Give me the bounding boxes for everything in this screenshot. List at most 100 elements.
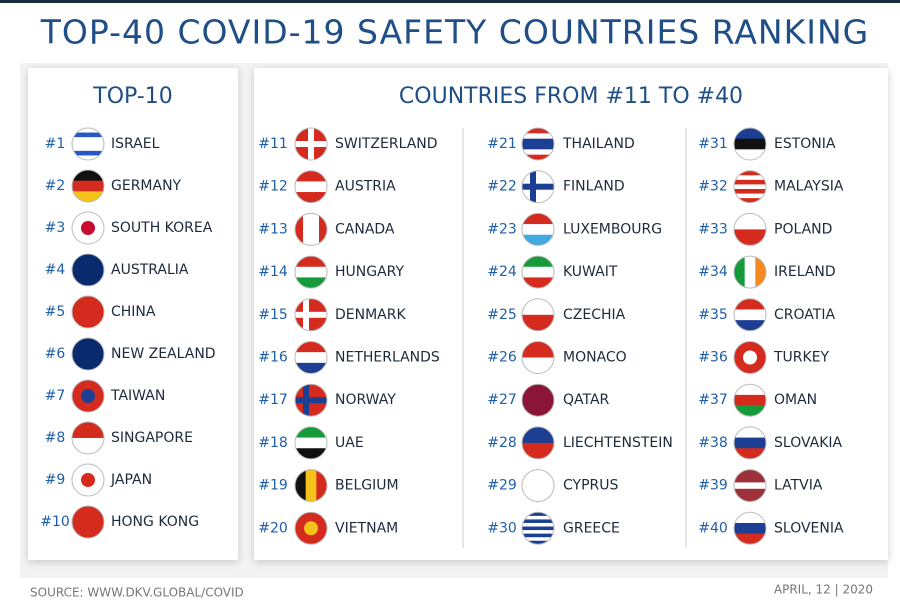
- flag-rim: [733, 511, 767, 545]
- flag-body: [295, 469, 327, 502]
- flag-rim: [71, 421, 105, 455]
- flag-stripe: [755, 256, 766, 289]
- flag: [521, 127, 555, 161]
- flag: [294, 255, 328, 289]
- flag-stripe: [734, 138, 766, 150]
- flag-rim: [71, 337, 105, 371]
- rank: #24: [487, 264, 517, 280]
- rank: #37: [698, 392, 728, 408]
- flag-stripe: [734, 229, 766, 246]
- flag-stripe: [72, 422, 104, 439]
- flag-body: [522, 426, 554, 459]
- flag-stripe: [522, 442, 554, 459]
- flag: [294, 170, 328, 204]
- flag-stripe: [522, 515, 554, 520]
- flag-stripe: [522, 469, 554, 502]
- flag-stripe: [744, 256, 756, 289]
- flag-stripe: [522, 149, 554, 156]
- country: CYPRUS: [563, 478, 618, 494]
- flag-stripe: [734, 488, 766, 496]
- flag-body: [734, 512, 766, 545]
- rank: #7: [45, 388, 66, 404]
- rank: #28: [487, 435, 517, 451]
- country: SLOVAKIA: [774, 435, 843, 451]
- country: GREECE: [563, 520, 620, 536]
- flag-rim: [71, 379, 105, 413]
- flag-stripe: [522, 357, 554, 374]
- flag-stripe: [734, 426, 766, 439]
- flag-stripe: [72, 137, 104, 143]
- flag-rim: [521, 170, 555, 204]
- country: NORWAY: [335, 392, 396, 408]
- country: THAILAND: [562, 136, 635, 152]
- flag-stripe: [72, 150, 104, 156]
- flag-emblem: [81, 473, 95, 487]
- flag-cross: [295, 141, 327, 147]
- flag-stripe: [734, 170, 766, 176]
- flag-rim: [521, 212, 555, 246]
- flag-stripe: [522, 519, 554, 524]
- flag-stripe: [734, 309, 766, 321]
- flag-body: [734, 170, 766, 203]
- rank: #4: [45, 262, 66, 278]
- flag: [71, 253, 105, 287]
- flag-cross: [295, 311, 327, 318]
- flag-stripe: [522, 266, 554, 278]
- flag: [294, 469, 328, 503]
- country: AUSTRIA: [335, 179, 396, 195]
- flag-body: [734, 384, 766, 417]
- title: TOP-40 COVID-19 SAFETY COUNTRIES RANKING: [40, 13, 869, 52]
- flag-stripe: [734, 128, 766, 140]
- rank: #36: [698, 350, 728, 366]
- flag-stripe: [295, 437, 327, 449]
- flag-body: [72, 380, 104, 412]
- rank: #5: [45, 304, 66, 320]
- flag-stripe: [72, 506, 104, 538]
- flag: [71, 463, 105, 497]
- flag-stripe: [295, 448, 327, 459]
- flag-stripe: [734, 298, 766, 310]
- rank: #6: [45, 346, 66, 362]
- flag-emblem: [81, 221, 95, 235]
- flag: [521, 170, 555, 204]
- flag-stripe: [522, 138, 554, 145]
- flag: [733, 426, 767, 460]
- flag-body: [72, 254, 104, 286]
- flag-rim: [294, 426, 328, 460]
- flag-rim: [733, 255, 767, 289]
- flag: [294, 212, 328, 246]
- flag-rim: [71, 505, 105, 539]
- source: SOURCE: WWW.DKV.GLOBAL/COVID: [30, 586, 244, 600]
- rank: #10: [40, 514, 70, 530]
- flag: [521, 383, 555, 417]
- country: NEW ZEALAND: [111, 346, 216, 362]
- flag-stripe: [72, 438, 104, 454]
- top10-panel: [28, 68, 238, 560]
- flag-stripe: [522, 133, 554, 140]
- rank: #13: [258, 221, 288, 237]
- flag-stripe: [295, 213, 304, 246]
- flag: [71, 421, 105, 455]
- flag: [521, 298, 555, 332]
- flag-stripe: [734, 184, 766, 190]
- flag-body: [522, 256, 554, 289]
- country: CHINA: [111, 304, 156, 320]
- flag: [71, 379, 105, 413]
- flag-rim: [71, 169, 105, 203]
- flag-rim: [521, 127, 555, 161]
- flag-stripe: [734, 394, 766, 407]
- panel-title: COUNTRIES FROM #11 TO #40: [399, 84, 743, 109]
- flag: [733, 341, 767, 374]
- country: KUWAIT: [563, 264, 618, 280]
- rank: #26: [487, 350, 517, 366]
- country: JAPAN: [110, 472, 152, 488]
- rank: #31: [698, 136, 728, 152]
- flag-emblem: [743, 350, 757, 365]
- flag-stripe: [734, 175, 766, 181]
- country: QATAR: [563, 392, 610, 408]
- rank: #39: [698, 478, 728, 494]
- flag-body: [72, 296, 104, 328]
- flag: [71, 211, 105, 245]
- flag: [733, 212, 767, 246]
- flag-stripe: [72, 191, 104, 202]
